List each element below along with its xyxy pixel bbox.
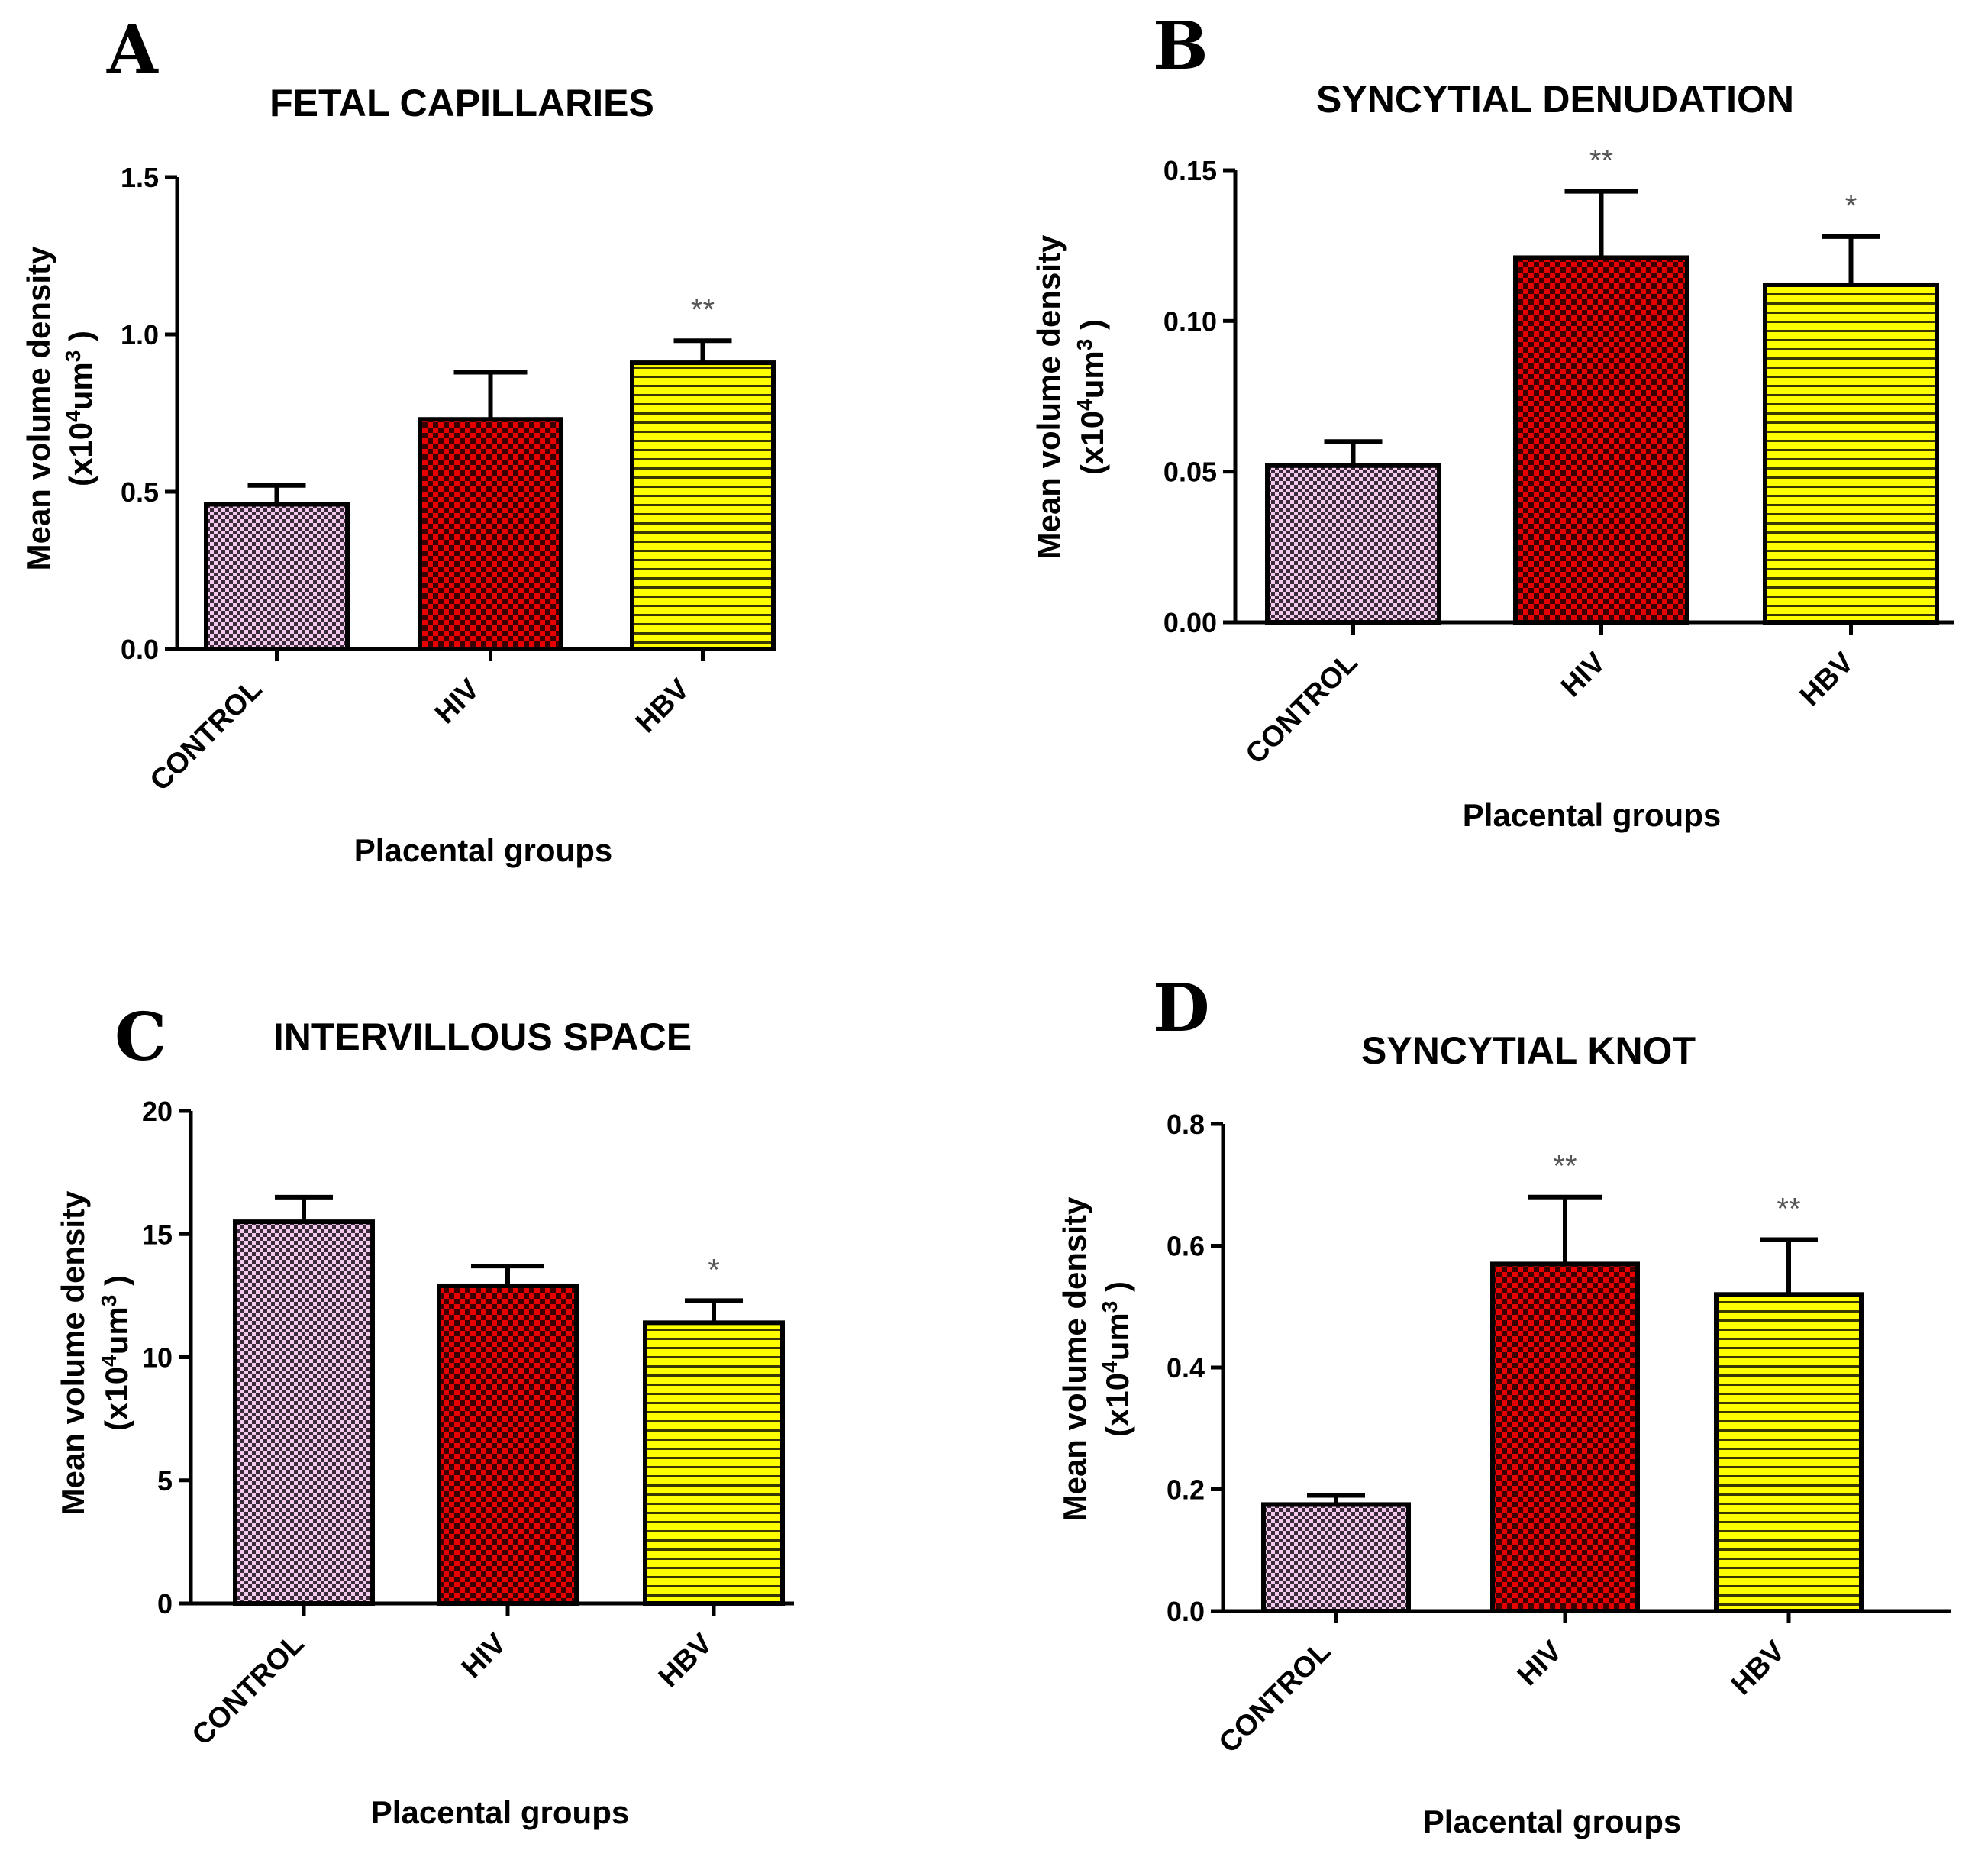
significance-hiv-b: ** [1589,144,1613,178]
bar-hiv-b [1513,255,1689,625]
y-axis-label-unit-a: (x104um3 ) [61,331,99,486]
panel-letter-b: B [1153,8,1209,85]
y-ticks-a: 0.0 0.5 1.0 1.5 [121,162,177,665]
x-axis-label-b: Placental groups [1463,797,1721,833]
category-label-control-c: CONTROL [186,1628,311,1752]
y-tick-label-c: 10 [142,1342,173,1374]
bar-control-a [204,502,350,651]
bar-control-c [233,1219,375,1606]
y-axis-label-unit-b: (x104um3 ) [1073,319,1111,475]
panel-a: A FETAL CAPILLARIES Mean volume density … [21,11,776,868]
y-tick-label-d: 0.6 [1167,1231,1205,1262]
y-tick-label-a: 1.0 [121,319,159,350]
y-tick-label-d: 0.2 [1167,1474,1205,1506]
bar-control-b [1265,463,1441,625]
x-axis-label-c: Placental groups [371,1794,629,1830]
y-tick-label-d: 0.8 [1167,1109,1205,1140]
panel-b: B SYNCYTIAL DENUDATION Mean volume densi… [1031,8,1954,833]
significance-hbv-d: ** [1777,1193,1800,1226]
panel-letter-a: A [106,11,159,89]
significance-hbv-a: ** [691,293,715,327]
category-label-hiv-a: HIV [429,673,486,730]
y-tick-label-c: 20 [142,1096,173,1127]
y-axis-label-line1-a: Mean volume density [21,246,56,570]
y-tick-label-a: 0.5 [121,476,159,508]
bar-hbv-a [630,360,776,651]
bars-d: CONTROL ** HIV ** HBV [1213,1150,1864,1760]
y-tick-label-b: 0.00 [1163,607,1217,638]
bar-control-d [1261,1502,1411,1613]
y-tick-label-a: 1.5 [121,162,159,193]
y-axis-label-a: Mean volume density (x104um3 ) [21,246,98,570]
y-tick-label-c: 5 [157,1465,173,1497]
y-axis-label-c: Mean volume density (x104um3 ) [55,1190,134,1515]
y-ticks-c: 0 5 10 15 20 [142,1096,191,1619]
y-tick-label-d: 0.4 [1167,1352,1205,1384]
chart-title-a: FETAL CAPILLARIES [269,82,654,124]
y-tick-label-d: 0.0 [1167,1596,1205,1627]
x-axis-label-d: Placental groups [1423,1803,1681,1839]
x-axis-label-a: Placental groups [354,832,612,868]
category-label-hbv-b: HBV [1794,646,1861,712]
y-tick-label-c: 0 [157,1588,173,1619]
category-label-hbv-c: HBV [653,1627,719,1694]
category-label-control-b: CONTROL [1240,647,1364,771]
category-label-hiv-c: HIV [456,1627,513,1684]
significance-hbv-b: * [1845,189,1857,223]
panel-letter-d: D [1153,970,1210,1047]
category-label-hbv-a: HBV [630,673,696,739]
y-axis-label-line1-c: Mean volume density [55,1190,91,1515]
bar-hiv-a [418,417,563,651]
panel-c: C INTERVILLOUS SPACE Mean volume density… [55,999,794,1830]
bar-hbv-b [1763,282,1939,625]
y-axis-label-b: Mean volume density (x104um3 ) [1031,234,1110,559]
y-tick-label-b: 0.15 [1163,155,1217,186]
bars-a: CONTROL HIV ** HBV [144,293,776,798]
y-tick-label-b: 0.10 [1163,305,1217,337]
chart-title-d: SYNCYTIAL KNOT [1361,1029,1696,1072]
bars-c: CONTROL HIV * HBV [186,1194,785,1752]
chart-title-b: SYNCYTIAL DENUDATION [1316,78,1794,121]
category-label-control-a: CONTROL [144,673,269,798]
y-axis-label-line1-b: Mean volume density [1031,234,1067,559]
significance-hiv-d: ** [1553,1150,1577,1183]
panel-letter-c: C [115,999,166,1076]
y-tick-label-c: 15 [142,1219,173,1250]
bars-b: CONTROL ** HIV * HBV [1240,144,1939,771]
panel-d: D SYNCYTIAL KNOT Mean volume density (x1… [1057,970,1951,1839]
y-tick-label-b: 0.05 [1163,457,1217,488]
category-label-hbv-d: HBV [1725,1635,1792,1701]
category-label-hiv-b: HIV [1555,646,1612,703]
y-ticks-d: 0.0 0.2 0.4 0.6 0.8 [1167,1109,1223,1627]
y-axis-label-d: Mean volume density (x104um3 ) [1057,1196,1135,1521]
y-axis-label-unit-d: (x104um3 ) [1098,1281,1136,1437]
significance-hbv-c: * [708,1253,720,1287]
bar-hiv-c [437,1283,579,1606]
y-tick-label-a: 0.0 [121,634,159,665]
bar-hbv-d [1714,1292,1864,1614]
y-axis-label-unit-c: (x104um3 ) [97,1275,135,1431]
category-label-control-d: CONTROL [1213,1636,1338,1760]
y-axis-label-line1-d: Mean volume density [1057,1196,1092,1521]
category-label-hiv-d: HIV [1512,1635,1569,1692]
bar-hiv-d [1490,1261,1640,1614]
bar-hbv-c [643,1320,785,1606]
chart-title-c: INTERVILLOUS SPACE [273,1016,692,1058]
y-ticks-b: 0.00 0.05 0.10 0.15 [1163,155,1235,638]
